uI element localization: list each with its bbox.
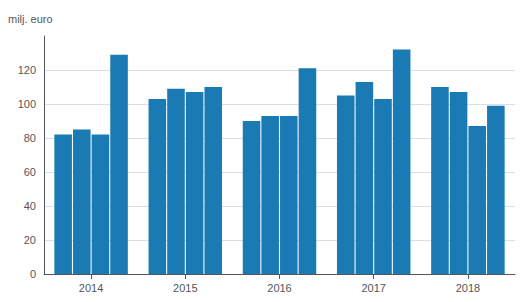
svg-text:2018: 2018 xyxy=(456,282,480,294)
svg-text:20: 20 xyxy=(24,234,36,246)
svg-text:0: 0 xyxy=(30,268,36,280)
svg-text:2014: 2014 xyxy=(79,282,103,294)
svg-text:40: 40 xyxy=(24,200,36,212)
svg-text:80: 80 xyxy=(24,132,36,144)
svg-text:2015: 2015 xyxy=(173,282,197,294)
svg-text:100: 100 xyxy=(18,98,36,110)
svg-text:milj. euro: milj. euro xyxy=(8,13,53,25)
svg-text:2017: 2017 xyxy=(361,282,385,294)
svg-text:2016: 2016 xyxy=(267,282,291,294)
svg-text:120: 120 xyxy=(18,64,36,76)
svg-text:60: 60 xyxy=(24,166,36,178)
